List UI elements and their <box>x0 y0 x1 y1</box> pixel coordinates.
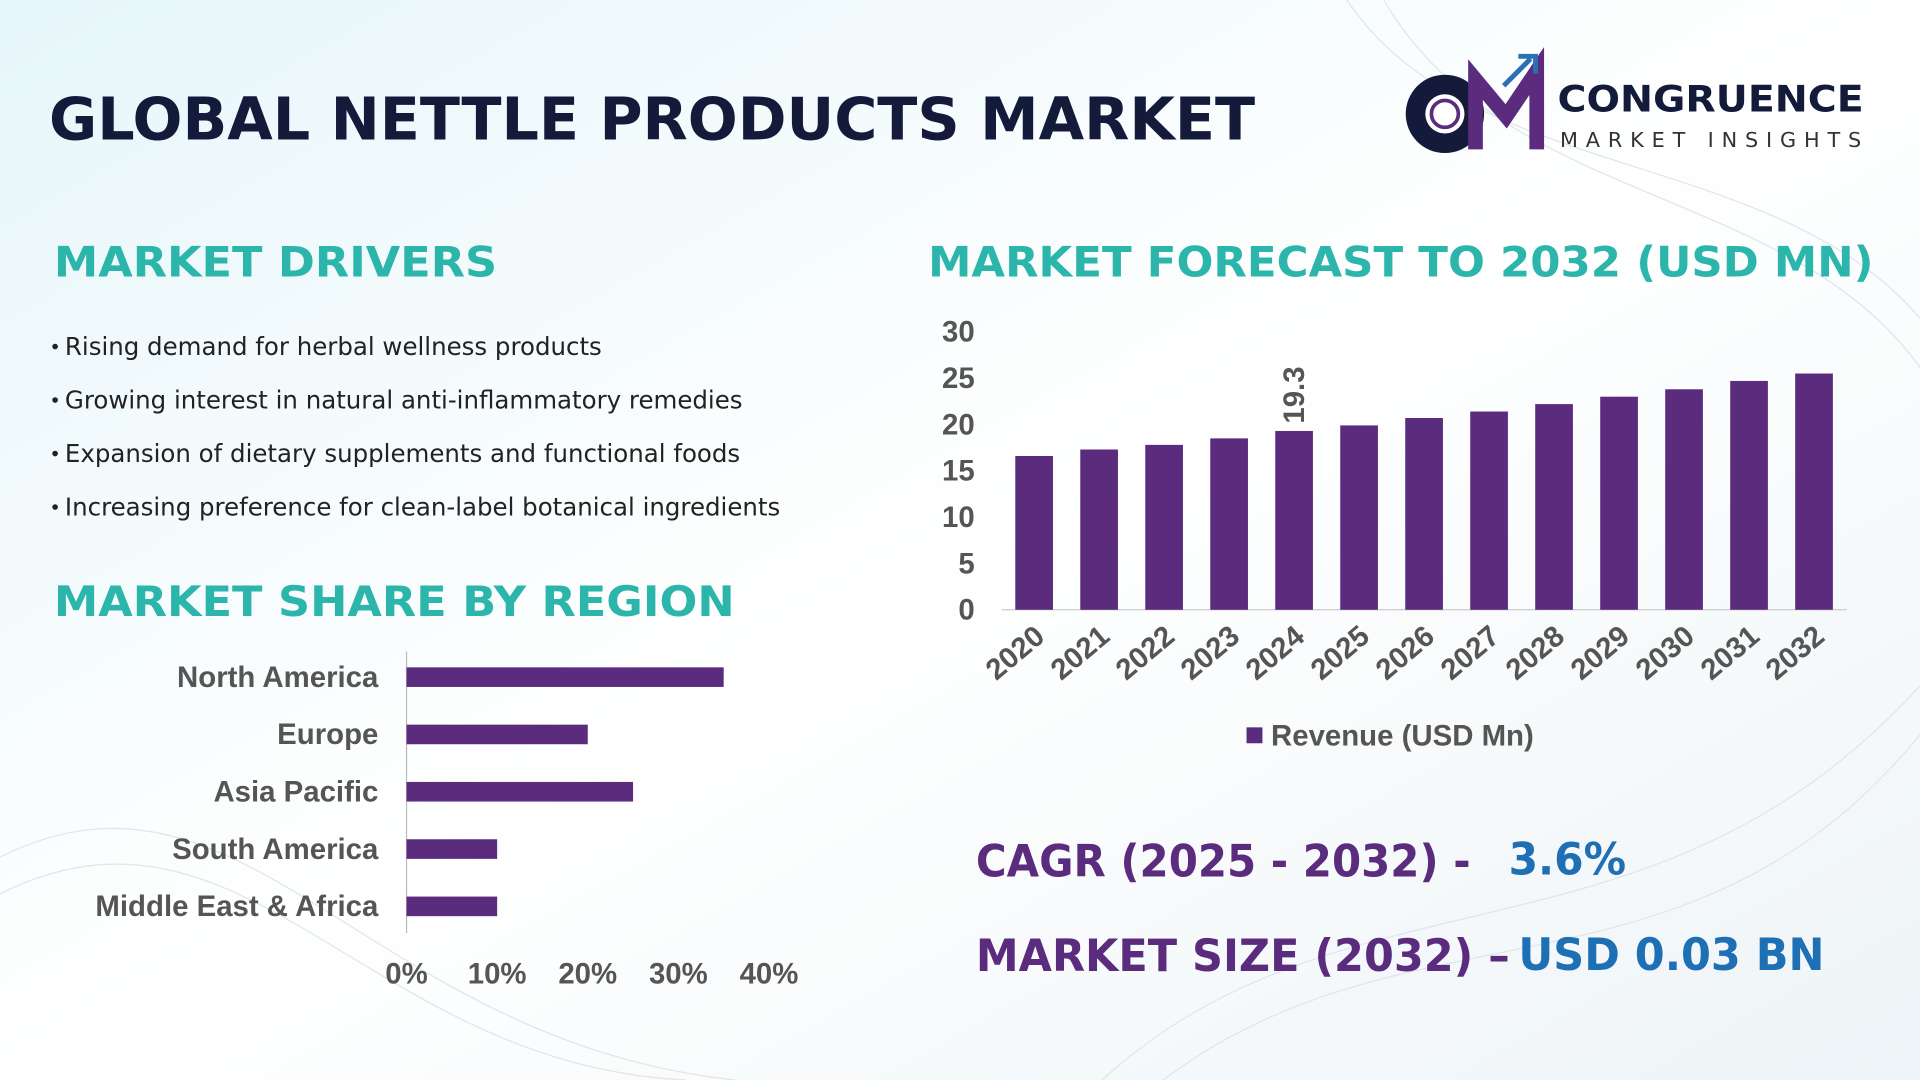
driver-item: Expansion of dietary supplements and fun… <box>65 439 740 468</box>
y-tick-label: North America <box>177 661 379 694</box>
region-heading: MARKET SHARE BY REGION <box>54 577 735 626</box>
bar <box>406 896 498 917</box>
driver-item: Rising demand for herbal wellness produc… <box>65 332 602 361</box>
x-tick-label: 0% <box>385 957 427 990</box>
bar <box>1795 373 1833 610</box>
bar <box>1665 389 1703 610</box>
bar <box>1340 425 1378 610</box>
forecast-heading: MARKET FORECAST TO 2032 (USD MN) <box>928 238 1873 287</box>
bar <box>1080 449 1118 610</box>
bullet <box>52 504 58 510</box>
bar <box>406 667 724 687</box>
legend-swatch <box>1246 727 1263 744</box>
y-tick-label: Europe <box>277 718 378 751</box>
y-tick-label: 15 <box>942 455 975 488</box>
x-tick-label: 40% <box>740 957 799 990</box>
bar <box>1015 455 1053 610</box>
driver-item: Increasing preference for clean-label bo… <box>65 493 780 522</box>
market-size-label: MARKET SIZE (2032) – <box>976 931 1510 982</box>
driver-item: Growing interest in natural anti-inflamm… <box>65 386 743 415</box>
bullet <box>52 450 58 457</box>
x-tick-label: 30% <box>649 957 708 990</box>
logo: CONGRUENCE MARKET INSIGHTS <box>1405 47 1864 154</box>
bar <box>1535 404 1573 610</box>
x-tick-label: 20% <box>558 957 617 990</box>
bar <box>1405 418 1443 610</box>
bar <box>406 781 634 802</box>
legend-label: Revenue (USD Mn) <box>1271 720 1534 753</box>
x-tick-label: 10% <box>468 957 527 990</box>
bar <box>1145 444 1183 610</box>
bar <box>1210 438 1248 610</box>
data-label: 19.3 <box>1278 366 1311 423</box>
y-tick-label: 5 <box>958 547 974 580</box>
y-tick-label: South America <box>172 833 379 866</box>
y-tick-label: 10 <box>942 501 975 534</box>
logo-tagline: MARKET INSIGHTS <box>1560 128 1861 152</box>
bar <box>406 724 588 745</box>
y-tick-label: Middle East & Africa <box>95 890 379 923</box>
bar <box>406 839 498 859</box>
bullet <box>52 343 58 350</box>
bar <box>1730 380 1768 610</box>
drivers-heading: MARKET DRIVERS <box>54 238 497 287</box>
y-tick-label: Asia Pacific <box>213 776 378 809</box>
y-tick-label: 30 <box>942 316 975 349</box>
y-tick-label: 0 <box>958 594 974 627</box>
y-tick-label: 20 <box>942 408 975 441</box>
market-size-value: USD 0.03 BN <box>1518 930 1824 981</box>
page-title: GLOBAL NETTLE PRODUCTS MARKET <box>49 85 1255 154</box>
bar <box>1600 396 1638 610</box>
bullet <box>52 397 58 403</box>
cagr-value: 3.6% <box>1509 834 1627 885</box>
bar <box>1275 430 1313 610</box>
logo-name: CONGRUENCE <box>1558 77 1864 120</box>
drivers-list: Rising demand for herbal wellness produc… <box>52 332 780 522</box>
cagr-label: CAGR (2025 - 2032) - <box>976 837 1471 888</box>
y-tick-label: 25 <box>942 362 975 395</box>
bar <box>1470 411 1508 610</box>
